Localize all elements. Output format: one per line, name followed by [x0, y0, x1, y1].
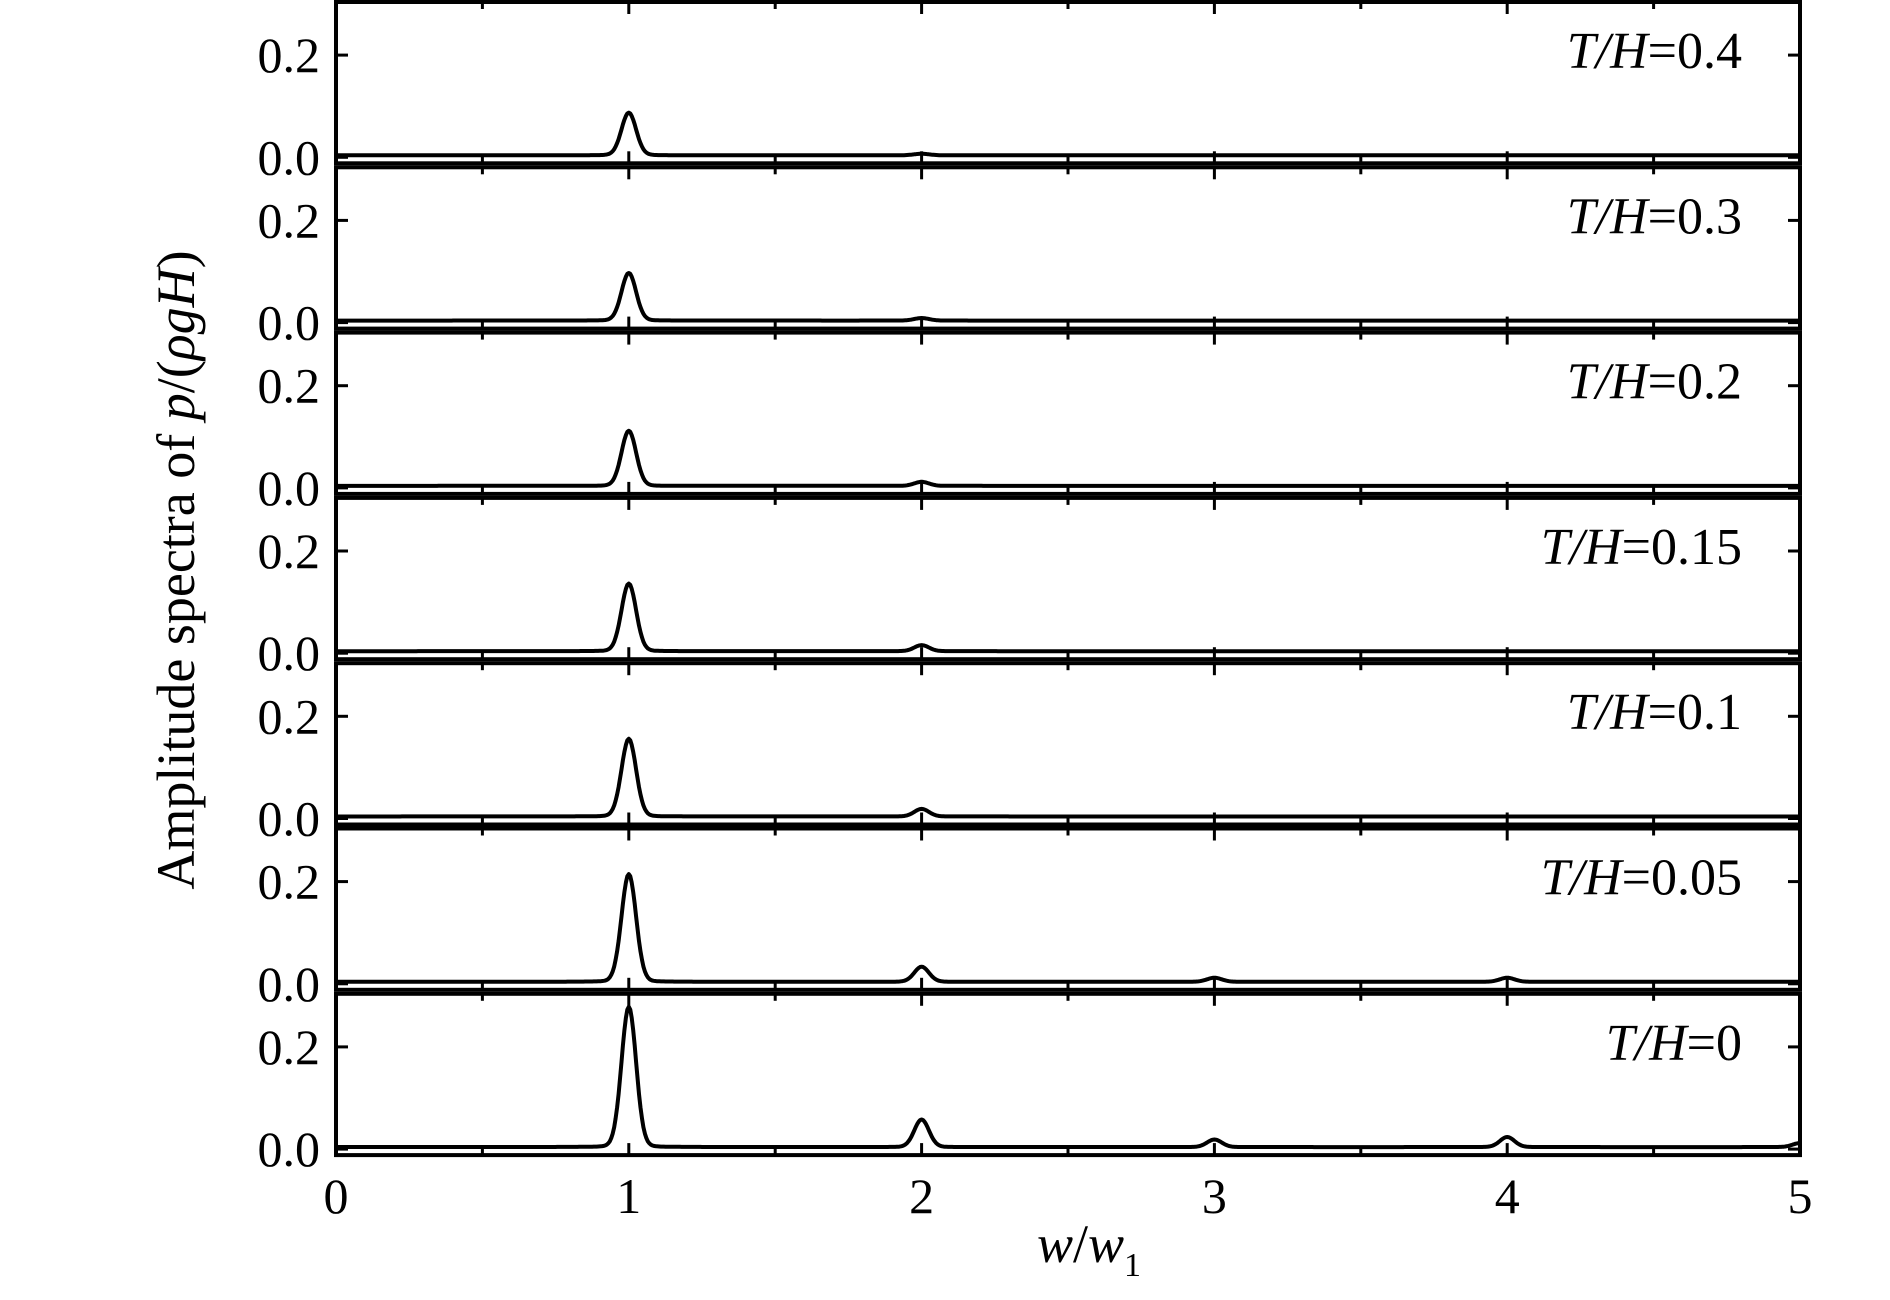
panel-label: T/H=0.3 — [1567, 188, 1742, 245]
x-axis-var2: w — [1088, 1214, 1124, 1274]
panel-label: T/H=0 — [1606, 1015, 1742, 1072]
panel-5: 0.0 0.2 T/H=0.05 — [258, 826, 1802, 1012]
panel-4: 0.0 0.2 T/H=0.1 — [258, 661, 1802, 847]
panel-2: 0.0 0.2 T/H=0.2 — [258, 330, 1802, 516]
y-axis-H: H — [146, 265, 206, 308]
spectrum-series — [335, 110, 1801, 158]
y-tick-label: 0.0 — [258, 625, 321, 681]
x-axis-sep: / — [1073, 1214, 1088, 1274]
panel-1: 0.0 0.2 T/H=0.3 — [258, 165, 1802, 351]
x-tick-label: 3 — [1202, 1168, 1227, 1224]
panel-label-var: T/H — [1541, 519, 1624, 576]
panel-0: 0.0 0.2 T/H=0.4 — [258, 0, 1802, 185]
x-tick-label: 4 — [1495, 1168, 1520, 1224]
panel-3: 0.0 0.2 T/H=0.15 — [258, 495, 1802, 681]
y-axis-rho: ρ — [146, 334, 206, 362]
panel-label: T/H=0.1 — [1567, 684, 1742, 741]
x-tick-label: 1 — [616, 1168, 641, 1224]
y-tick-label: 0.0 — [258, 956, 321, 1012]
panel-label-var: T/H — [1541, 850, 1624, 907]
y-tick-label: 0.2 — [258, 523, 321, 579]
panel-6: 0.0 0.2 T/H=0 — [258, 991, 1802, 1177]
y-axis-mid: /( — [146, 360, 206, 393]
panel-frame — [334, 991, 1802, 1158]
panel-label-var: T/H — [1606, 1015, 1689, 1072]
x-tick-label: 0 — [324, 1168, 349, 1224]
spectrum-series — [335, 1004, 1801, 1150]
panel-label-value: =0.4 — [1648, 23, 1742, 80]
panel-label-var: T/H — [1567, 188, 1650, 245]
panel-label-value: =0.1 — [1648, 684, 1742, 741]
chart-panels: 0.00.2 T/H=0.40.00.2 T/H=0.30.00.2 T/H=0.20… — [258, 0, 1802, 1177]
x-tick-labels: 0 1 2 3 4 5 — [324, 1168, 1813, 1224]
spectrum-series — [335, 581, 1801, 654]
y-tick-label: 0.2 — [258, 27, 321, 83]
panel-label-var: T/H — [1567, 354, 1650, 411]
panel-label-value: =0.3 — [1648, 188, 1742, 245]
panel-label-var: T/H — [1567, 684, 1650, 741]
y-tick-label: 0.2 — [258, 192, 321, 248]
spectrum-series — [335, 736, 1801, 819]
panel-label: T/H=0.15 — [1541, 519, 1742, 576]
y-tick-label: 0.0 — [258, 295, 321, 351]
panel-label-value: =0.05 — [1622, 850, 1742, 907]
panel-label-var: T/H — [1567, 23, 1650, 80]
y-tick-label: 0.2 — [258, 358, 321, 414]
x-tick-label: 5 — [1788, 1168, 1813, 1224]
y-tick-label: 0.0 — [258, 129, 321, 185]
y-axis-prefix: Amplitude spectra of — [146, 420, 206, 889]
y-tick-label: 0.2 — [258, 1019, 321, 1075]
panel-label: T/H=0.05 — [1541, 850, 1742, 907]
panel-label: T/H=0.2 — [1567, 354, 1742, 411]
panel-label-value: =0 — [1687, 1015, 1742, 1072]
x-axis-title: w/w1 — [1037, 1214, 1141, 1284]
panel-label: T/H=0.4 — [1567, 23, 1742, 80]
panel-label-value: =0.15 — [1622, 519, 1742, 576]
y-tick-label: 0.0 — [258, 1121, 321, 1177]
x-tick-label: 2 — [909, 1168, 934, 1224]
spectrum-series — [335, 271, 1801, 323]
spectrum-series — [335, 428, 1801, 488]
y-tick-label: 0.0 — [258, 460, 321, 516]
spectrum-series — [335, 872, 1801, 984]
x-axis-var: w — [1037, 1214, 1073, 1274]
y-tick-label: 0.0 — [258, 791, 321, 847]
panel-label-value: =0.2 — [1648, 354, 1742, 411]
y-axis-title: Amplitude spectra of p/(ρgH) — [146, 250, 206, 889]
y-tick-label: 0.2 — [258, 854, 321, 910]
y-axis-suffix: ) — [146, 250, 206, 268]
x-axis-subscript: 1 — [1124, 1247, 1141, 1284]
y-axis-p: p — [146, 393, 206, 424]
y-axis-g: g — [146, 307, 206, 334]
y-tick-label: 0.2 — [258, 688, 321, 744]
